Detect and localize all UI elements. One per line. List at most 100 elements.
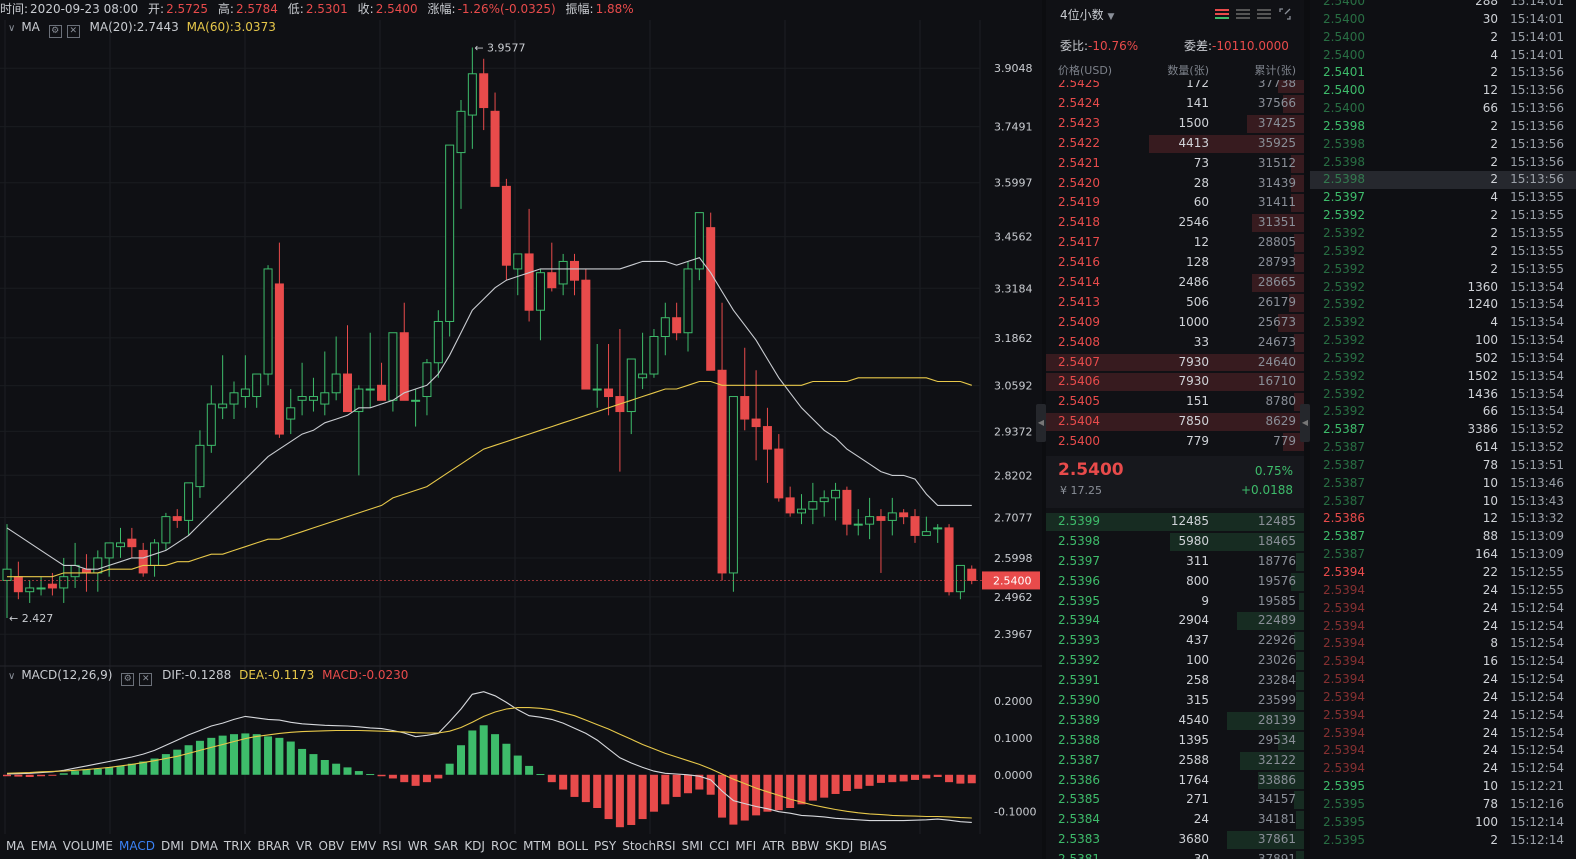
ma60-line xyxy=(7,377,972,578)
tab-kdj[interactable]: KDJ xyxy=(464,839,485,853)
bid-row[interactable]: 2.5394 2904 22489 xyxy=(1046,611,1304,631)
expand-icon[interactable] xyxy=(1278,8,1292,20)
trade-time: 15:13:43 xyxy=(1510,493,1564,508)
bid-row[interactable]: 2.5383 3680 37861 xyxy=(1046,830,1304,850)
bid-row[interactable]: 2.5381 30 37891 xyxy=(1046,850,1304,859)
candle-down xyxy=(910,516,920,536)
precision-select[interactable]: 4位小数 ▼ xyxy=(1060,8,1114,22)
bid-row[interactable]: 2.5389 4540 28139 xyxy=(1046,711,1304,731)
depth-bar xyxy=(1149,134,1304,153)
ask-row[interactable]: 2.5416 128 28793 xyxy=(1046,253,1304,273)
tab-stochrsi[interactable]: StochRSI xyxy=(622,839,676,853)
dif-value: DIF:-0.1288 xyxy=(162,668,232,682)
tab-ema[interactable]: EMA xyxy=(30,839,57,853)
tab-skdj[interactable]: SKDJ xyxy=(825,839,854,853)
ask-row[interactable]: 2.5414 2486 28665 xyxy=(1046,273,1304,293)
chart-svg[interactable]: 3.9048 3.7491 3.5997 3.4562 3.3184 3.1862 3.05… xyxy=(0,0,1042,859)
tab-bias[interactable]: BIAS xyxy=(859,839,887,853)
panel-collapse-handle[interactable]: ◀ xyxy=(1300,404,1310,442)
bid-row[interactable]: 2.5396 800 19576 xyxy=(1046,572,1304,592)
ask-row[interactable]: 2.5421 73 31512 xyxy=(1046,154,1304,174)
ask-row[interactable]: 2.5407 7930 24640 xyxy=(1046,353,1304,373)
ask-row[interactable]: 2.5423 1500 37425 xyxy=(1046,114,1304,134)
bid-row[interactable]: 2.5388 1395 29534 xyxy=(1046,731,1304,751)
settings-gear-icon[interactable]: ⚙ xyxy=(48,25,62,38)
ask-row[interactable]: 2.5400 779 779 xyxy=(1046,432,1304,452)
tab-obv[interactable]: OBV xyxy=(318,839,345,853)
chart-area[interactable]: 3.9048 3.7491 3.5997 3.4562 3.3184 3.1862 3.05… xyxy=(0,0,1042,859)
bid-row[interactable]: 2.5399 12485 12485 xyxy=(1046,512,1304,532)
close-icon[interactable]: ✕ xyxy=(66,25,80,38)
ask-quantity: 506 xyxy=(1186,294,1209,309)
bid-row[interactable]: 2.5390 315 23599 xyxy=(1046,691,1304,711)
tab-rsi[interactable]: RSI xyxy=(382,839,402,853)
ask-row[interactable]: 2.5417 12 28805 xyxy=(1046,233,1304,253)
tab-emv[interactable]: EMV xyxy=(350,839,377,853)
tab-sar[interactable]: SAR xyxy=(433,839,459,853)
tab-smi[interactable]: SMI xyxy=(681,839,704,853)
trade-row: 2.5394 24 15:12:54 xyxy=(1310,671,1576,689)
bid-row[interactable]: 2.5393 437 22926 xyxy=(1046,631,1304,651)
settings-gear-icon[interactable]: ⚙ xyxy=(121,673,135,686)
tab-macd[interactable]: MACD xyxy=(118,839,155,853)
tab-roc[interactable]: ROC xyxy=(490,839,518,853)
trade-amount: 24 xyxy=(1482,725,1498,740)
ask-row[interactable]: 2.5424 141 37566 xyxy=(1046,94,1304,114)
tab-psy[interactable]: PSY xyxy=(594,839,617,853)
tab-mtm[interactable]: MTM xyxy=(523,839,552,853)
panel-collapse-handle[interactable]: ◀ xyxy=(1036,404,1046,442)
bid-cumulative: 28139 xyxy=(1257,712,1296,727)
ask-row[interactable]: 2.5419 60 31411 xyxy=(1046,193,1304,213)
ask-row[interactable]: 2.5406 7930 16710 xyxy=(1046,372,1304,392)
tab-mfi[interactable]: MFI xyxy=(735,839,757,853)
tab-brar[interactable]: BRAR xyxy=(257,839,290,853)
collapse-chevron-icon[interactable]: ∨ xyxy=(8,671,16,682)
tab-ma[interactable]: MA xyxy=(6,839,25,853)
asks-view-icon[interactable] xyxy=(1257,8,1271,20)
bid-row[interactable]: 2.5391 258 23284 xyxy=(1046,671,1304,691)
tab-boll[interactable]: BOLL xyxy=(557,839,589,853)
tab-cci[interactable]: CCI xyxy=(709,839,730,853)
depth-bar xyxy=(1283,94,1304,113)
ask-row[interactable]: 2.5405 151 8780 xyxy=(1046,392,1304,412)
bids-view-icon[interactable] xyxy=(1236,8,1250,20)
bid-row[interactable]: 2.5385 271 34157 xyxy=(1046,790,1304,810)
bid-row[interactable]: 2.5398 5980 18465 xyxy=(1046,532,1304,552)
bid-row[interactable]: 2.5392 100 23026 xyxy=(1046,651,1304,671)
tab-volume[interactable]: VOLUME xyxy=(62,839,113,853)
last-price-panel: 2.5400 ¥ 17.25 0.75% +0.0188 xyxy=(1046,456,1304,508)
collapse-chevron-icon[interactable]: ∨ xyxy=(8,23,16,34)
tab-wr[interactable]: WR xyxy=(407,839,428,853)
tab-vr[interactable]: VR xyxy=(295,839,313,853)
candle-up xyxy=(184,482,194,521)
bid-row[interactable]: 2.5395 9 19585 xyxy=(1046,592,1304,612)
ask-row[interactable]: 2.5422 4413 35925 xyxy=(1046,134,1304,154)
tab-bbw[interactable]: BBW xyxy=(791,839,820,853)
trade-price: 2.5398 xyxy=(1323,172,1365,187)
macd-histogram-bar xyxy=(559,774,568,790)
bid-row[interactable]: 2.5386 1764 33886 xyxy=(1046,771,1304,791)
macd-histogram-bar xyxy=(661,774,670,805)
bid-quantity: 30 xyxy=(1194,850,1209,859)
ask-row[interactable]: 2.5418 2546 31351 xyxy=(1046,213,1304,233)
close-icon[interactable]: ✕ xyxy=(139,673,153,686)
ask-row[interactable]: 2.5420 28 31439 xyxy=(1046,174,1304,194)
ask-row[interactable]: 2.5404 7850 8629 xyxy=(1046,412,1304,432)
ask-row[interactable]: 2.5413 506 26179 xyxy=(1046,293,1304,313)
both-sides-view-icon[interactable] xyxy=(1215,8,1229,20)
tab-dmi[interactable]: DMI xyxy=(160,839,185,853)
ask-row[interactable]: 2.5409 1000 25673 xyxy=(1046,313,1304,333)
tab-trix[interactable]: TRIX xyxy=(223,839,252,853)
tab-atr[interactable]: ATR xyxy=(762,839,786,853)
macd-histogram-bar xyxy=(332,763,341,775)
bid-quantity: 258 xyxy=(1186,673,1209,688)
bid-quantity: 437 xyxy=(1186,633,1209,648)
trade-time: 15:13:56 xyxy=(1510,65,1564,80)
ask-price: 2.5400 xyxy=(1058,434,1100,449)
bid-row[interactable]: 2.5397 311 18776 xyxy=(1046,552,1304,572)
bid-row[interactable]: 2.5387 2588 32122 xyxy=(1046,751,1304,771)
ask-row[interactable]: 2.5425 172 37738 xyxy=(1046,80,1304,94)
tab-dma[interactable]: DMA xyxy=(190,839,218,853)
bid-row[interactable]: 2.5384 24 34181 xyxy=(1046,810,1304,830)
ask-row[interactable]: 2.5408 33 24673 xyxy=(1046,333,1304,353)
